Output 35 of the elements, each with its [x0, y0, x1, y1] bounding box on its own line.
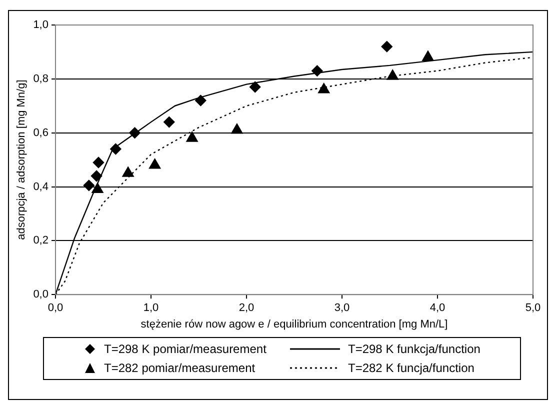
y-tick-label: 0,4 [33, 180, 48, 193]
point [149, 158, 161, 169]
y-tick-label: 0,8 [33, 72, 48, 85]
point [312, 65, 323, 76]
x-tick-label: 3,0 [334, 302, 350, 314]
x-tick-label: 4,0 [430, 302, 446, 314]
x-tick-label: 5,0 [525, 302, 541, 314]
point [90, 170, 102, 182]
legend-label: T=282 pomiar/measurement [104, 361, 256, 375]
point [318, 83, 330, 94]
point [422, 50, 434, 61]
x-tick-label: 0,0 [48, 302, 64, 314]
y-axis-title: adsorpcja / adsorption [mg Mn/g] [16, 80, 28, 240]
point [186, 132, 198, 142]
point [386, 70, 398, 80]
point [129, 127, 140, 138]
point [164, 116, 175, 128]
point [122, 166, 134, 177]
x-tick-label: 1,0 [143, 302, 159, 314]
y-tick-label: 0,0 [33, 288, 48, 301]
legend-label: T=298 K funkcja/function [348, 342, 480, 356]
point [110, 143, 122, 155]
legend-label: T=298 K pomiar/measurement [104, 342, 266, 356]
point [231, 124, 243, 134]
y-tick-label: 0,6 [33, 126, 48, 139]
point [83, 180, 95, 192]
point [92, 156, 104, 168]
y-tick-label: 1,0 [33, 19, 48, 32]
point [249, 81, 261, 93]
point [381, 40, 392, 52]
legend-label: T=282 K funcja/function [348, 361, 474, 375]
y-tick-label: 0,2 [33, 234, 48, 247]
x-axis-title: stężenie rów now agow e / equilibrium concentration [mg Mn/L] [140, 318, 448, 330]
point [195, 94, 206, 106]
x-tick-label: 2,0 [238, 302, 254, 314]
